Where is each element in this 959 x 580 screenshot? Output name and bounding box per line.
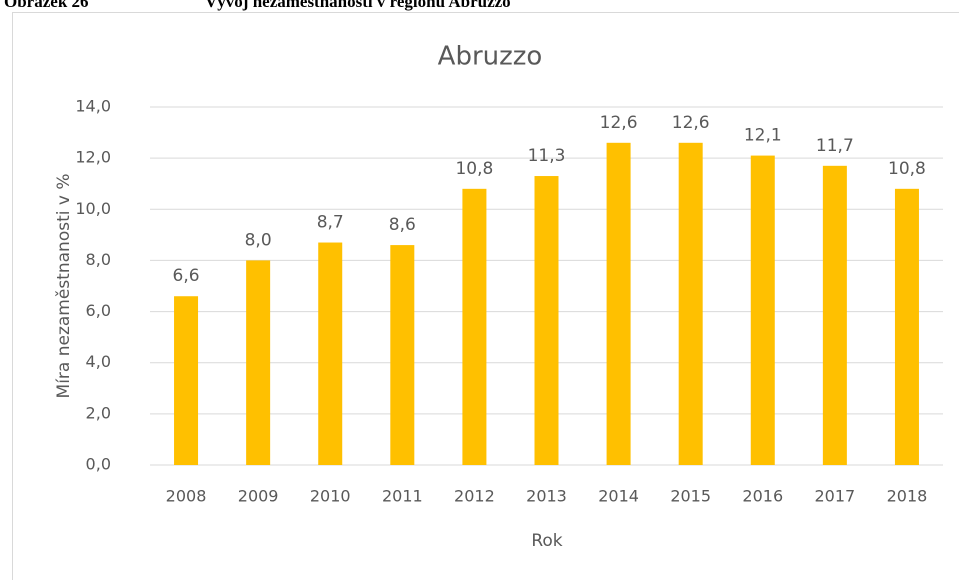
- x-tick-label: 2014: [598, 487, 639, 506]
- x-axis-label: Rok: [531, 531, 562, 551]
- y-tick-label: 4,0: [86, 352, 111, 371]
- y-tick-label: 10,0: [75, 199, 111, 218]
- data-label: 10,8: [888, 159, 926, 179]
- data-label: 8,6: [389, 215, 416, 235]
- x-tick-label: 2012: [454, 487, 495, 506]
- data-label: 11,3: [528, 146, 566, 166]
- chart-title: Abruzzo: [438, 42, 543, 72]
- x-tick-label: 2011: [382, 487, 423, 506]
- data-label: 8,0: [245, 230, 272, 250]
- bar: [606, 142, 631, 466]
- data-label: 12,1: [744, 126, 782, 146]
- x-tick-label: 2008: [166, 487, 207, 506]
- chart-border: [12, 12, 959, 580]
- y-tick-label: 2,0: [86, 403, 111, 422]
- data-label: 12,6: [672, 113, 710, 133]
- bar: [246, 260, 271, 465]
- x-tick-label: 2015: [670, 487, 711, 506]
- x-tick-label: 2013: [526, 487, 567, 506]
- bar: [894, 188, 919, 466]
- x-tick-label: 2017: [815, 487, 856, 506]
- bar: [534, 176, 559, 466]
- data-label: 12,6: [600, 113, 638, 133]
- data-label: 6,6: [173, 266, 200, 286]
- bar: [822, 165, 847, 466]
- bar: [678, 142, 703, 466]
- y-tick-label: 8,0: [86, 250, 111, 269]
- x-tick-label: 2018: [887, 487, 928, 506]
- caption-number: Obrázek 26: [4, 0, 89, 11]
- y-tick-label: 6,0: [86, 301, 111, 320]
- bar: [174, 296, 199, 465]
- data-label: 11,7: [816, 136, 854, 156]
- bar: [750, 155, 775, 466]
- x-tick-label: 2010: [310, 487, 351, 506]
- y-tick-label: 14,0: [75, 97, 111, 116]
- data-label: 8,7: [317, 213, 344, 233]
- x-tick-label: 2016: [742, 487, 783, 506]
- bar: [390, 245, 415, 465]
- caption-text: Vývoj nezaměstnanosti v regionu Abruzzo: [205, 0, 511, 11]
- y-axis-label: Míra nezaměstnanosti v %: [54, 174, 74, 399]
- bar: [318, 242, 343, 465]
- y-tick-label: 12,0: [75, 148, 111, 167]
- bar: [462, 188, 487, 466]
- x-tick-label: 2009: [238, 487, 279, 506]
- data-label: 10,8: [455, 159, 493, 179]
- y-tick-label: 0,0: [86, 455, 111, 474]
